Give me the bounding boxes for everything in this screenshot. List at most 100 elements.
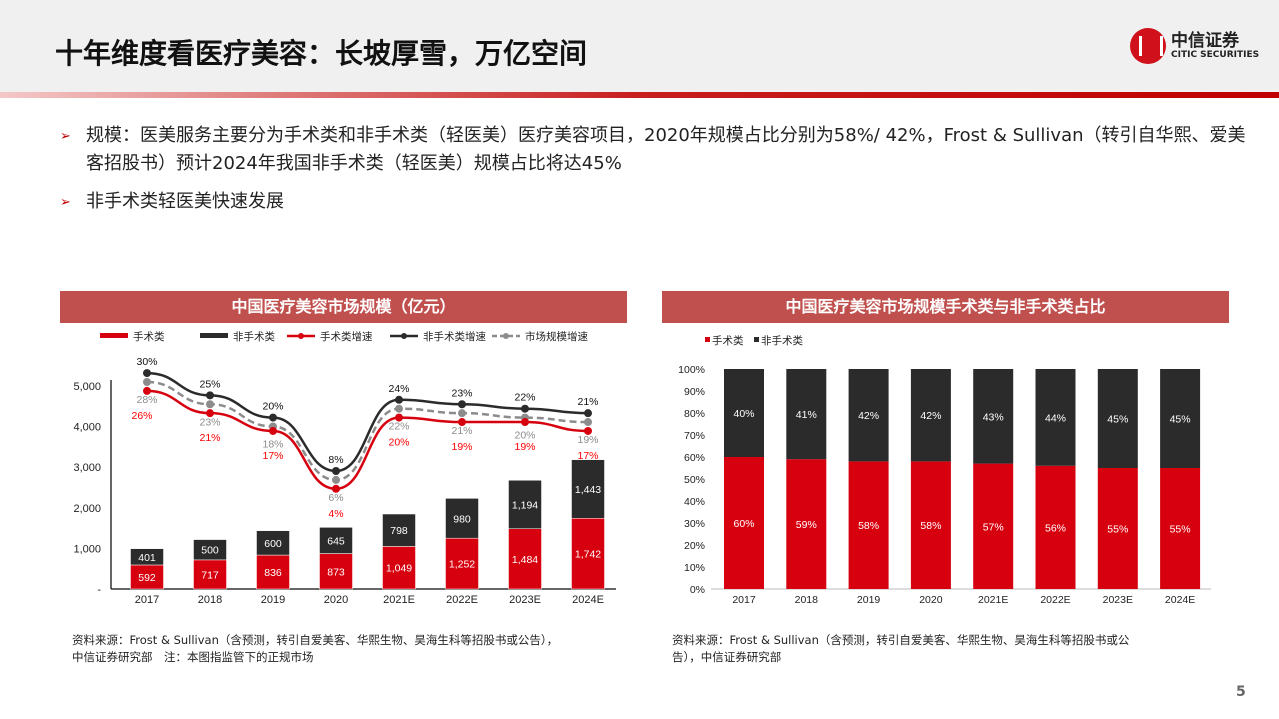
legend-marker bbox=[298, 333, 304, 339]
citic-logo-icon bbox=[1130, 28, 1166, 64]
y-tick-label: 20% bbox=[684, 540, 705, 552]
bar-label-non-surgical: 43% bbox=[983, 411, 1004, 423]
bar-label-surgical: 60% bbox=[733, 518, 754, 530]
citic-logo: 中信证券 CITIC SECURITIES bbox=[1130, 28, 1259, 64]
y-tick-label: 0% bbox=[690, 584, 705, 596]
bar-label-surgical: 836 bbox=[264, 567, 282, 579]
legend-marker bbox=[503, 333, 509, 339]
bar-non-surgical bbox=[256, 530, 290, 556]
chart2-source: 资料来源：Frost & Sullivan（含预测，转引自爱美客、华熙生物、昊海… bbox=[672, 632, 1129, 666]
legend-label: 非手术类 bbox=[233, 330, 275, 343]
bar-label-surgical: 59% bbox=[796, 519, 817, 531]
surgical-growth-line-point bbox=[458, 418, 466, 427]
bar-label-surgical: 717 bbox=[201, 569, 219, 581]
surgical-growth-line-label: 19% bbox=[514, 441, 535, 453]
y-tick-label: 90% bbox=[684, 386, 705, 398]
surgical-growth-line-label: 17% bbox=[577, 450, 598, 462]
arrow-icon: ➢ bbox=[60, 195, 71, 210]
bar-label-surgical: 592 bbox=[138, 572, 156, 584]
bar-label-surgical: 58% bbox=[920, 520, 941, 532]
bar-label-non-surgical: 41% bbox=[796, 409, 817, 421]
y-tick-label: 70% bbox=[684, 430, 705, 442]
bar-label-non-surgical: 600 bbox=[264, 538, 282, 550]
bar-label-non-surgical: 500 bbox=[201, 545, 219, 557]
y-tick-label: 30% bbox=[684, 518, 705, 530]
bar-surgical-share bbox=[848, 461, 889, 589]
bar-label-non-surgical: 798 bbox=[390, 525, 408, 537]
surgical-growth-line-label: 20% bbox=[388, 437, 409, 449]
bullet-item: ➢ 非手术类轻医美快速发展 bbox=[60, 188, 1250, 217]
non-surgical-growth-line-label: 30% bbox=[136, 356, 157, 368]
market-growth-line-label: 20% bbox=[514, 430, 535, 442]
y-tick-label: 100% bbox=[678, 364, 705, 376]
logo-en: CITIC SECURITIES bbox=[1171, 50, 1260, 60]
market-growth-line-point bbox=[206, 400, 214, 409]
bar-non-surgical-share bbox=[1035, 369, 1076, 466]
bar-non-surgical bbox=[445, 498, 479, 539]
bar-surgical bbox=[508, 528, 542, 590]
market-growth-line bbox=[146, 380, 589, 482]
chart1-source: 资料来源：Frost & Sullivan（含预测，转引自爱美客、华熙生物、昊海… bbox=[72, 632, 558, 666]
y-tick-label: 1,000 bbox=[73, 543, 101, 555]
bar-non-surgical bbox=[130, 548, 164, 566]
x-tick-label: 2020 bbox=[919, 594, 943, 606]
y-tick-label: 10% bbox=[684, 562, 705, 574]
y-tick-label: 2,000 bbox=[73, 503, 101, 515]
non-surgical-growth-line-label: 24% bbox=[388, 383, 409, 395]
bar-surgical-share bbox=[724, 457, 764, 589]
bar-surgical bbox=[256, 554, 290, 590]
bar-label-surgical: 873 bbox=[327, 566, 345, 578]
bar-surgical bbox=[319, 553, 353, 590]
non-surgical-growth-line-label: 22% bbox=[514, 392, 535, 404]
y-tick-label: 50% bbox=[684, 474, 705, 486]
bar-surgical-share bbox=[1097, 468, 1138, 589]
surgical-growth-line-label: 4% bbox=[328, 508, 343, 520]
share-chart: 0% 10% 20% 30% 40% 50% 60% 70% 80% 90% 100% 2017 201… bbox=[678, 334, 1211, 606]
non-surgical-growth-line-label: 21% bbox=[577, 396, 598, 408]
y-tick-label: 80% bbox=[684, 408, 705, 420]
bar-non-surgical bbox=[193, 539, 227, 561]
bullet-list: ➢ 规模：医美服务主要分为手术类和非手术类（轻医美）医疗美容项目，2020年规模占… bbox=[60, 122, 1250, 227]
bar-surgical bbox=[193, 559, 227, 590]
bar-non-surgical-share bbox=[973, 369, 1014, 464]
bar-label-surgical: 55% bbox=[1107, 524, 1128, 536]
y-tick-label: 4,000 bbox=[73, 422, 101, 434]
surgical-growth-line-point bbox=[395, 413, 403, 422]
surgical-growth-line-label: 17% bbox=[262, 450, 283, 462]
bar-surgical bbox=[130, 564, 164, 590]
surgical-growth-line-point bbox=[143, 386, 151, 395]
x-tick-label: 2024E bbox=[1165, 594, 1195, 606]
source-line: 中信证券研究部 注：本图指监管下的正规市场 bbox=[72, 650, 314, 664]
arrow-icon: ➢ bbox=[60, 129, 71, 144]
bar-non-surgical bbox=[508, 480, 542, 529]
x-tick-label: 2018 bbox=[795, 594, 819, 606]
bar-label-non-surgical: 44% bbox=[1045, 412, 1066, 424]
non-surgical-growth-line-point bbox=[521, 404, 529, 413]
y-tick-label: 40% bbox=[684, 496, 705, 508]
y-tick-label: - bbox=[97, 584, 101, 596]
surgical-growth-line-point bbox=[269, 426, 277, 435]
non-surgical-growth-line-label: 25% bbox=[199, 378, 220, 390]
surgical-growth-line-point bbox=[584, 426, 592, 435]
bar-label-surgical: 57% bbox=[983, 521, 1004, 533]
bar-label-non-surgical: 401 bbox=[138, 552, 156, 564]
legend-marker bbox=[401, 333, 407, 339]
legend-label: 非手术类 bbox=[761, 334, 803, 347]
bar-surgical-share bbox=[910, 461, 951, 589]
bar-label-surgical: 1,484 bbox=[512, 554, 538, 566]
y-tick-label: 3,000 bbox=[73, 462, 101, 474]
x-tick-label: 2021E bbox=[383, 594, 415, 606]
surgical-growth-line-point bbox=[521, 418, 529, 427]
legend-label: 市场规模增速 bbox=[525, 330, 588, 343]
non-surgical-growth-line-point bbox=[206, 391, 214, 400]
legend-swatch bbox=[200, 333, 228, 338]
chart2-title: 中国医疗美容市场规模手术类与非手术类占比 bbox=[662, 291, 1229, 323]
y-tick-label: 5,000 bbox=[73, 381, 101, 393]
bar-surgical bbox=[571, 518, 605, 590]
non-surgical-growth-line-point bbox=[143, 369, 151, 378]
x-tick-label: 2023E bbox=[1103, 594, 1133, 606]
surgical-growth-line-label: 26% bbox=[131, 410, 152, 422]
non-surgical-growth-line-label: 20% bbox=[262, 401, 283, 413]
chart1-title: 中国医疗美容市场规模（亿元） bbox=[60, 291, 627, 323]
surgical-growth-line bbox=[146, 389, 589, 491]
